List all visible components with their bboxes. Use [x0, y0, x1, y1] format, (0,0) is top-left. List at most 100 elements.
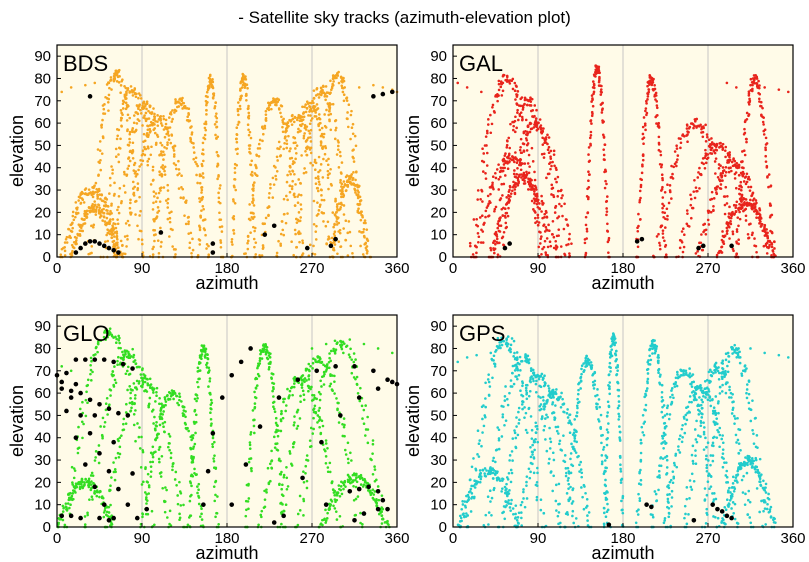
track-point [180, 174, 183, 177]
track-point [589, 144, 592, 147]
track-point [110, 202, 113, 206]
track-point [335, 220, 338, 223]
track-point [583, 238, 587, 241]
track-point [303, 105, 306, 109]
track-point [725, 226, 729, 230]
track-point [486, 123, 490, 126]
track-point [299, 181, 302, 185]
track-point [171, 465, 174, 468]
track-point [305, 458, 308, 462]
highlight-point [375, 386, 381, 391]
track-point [759, 220, 762, 223]
track-point [127, 157, 130, 160]
track-point [766, 231, 769, 235]
track-point [523, 103, 526, 106]
track-point [288, 450, 292, 453]
track-point [125, 119, 129, 122]
track-point [329, 182, 333, 186]
track-point [366, 249, 369, 253]
track-point [284, 503, 288, 507]
track-point [521, 108, 525, 111]
track-point [351, 177, 355, 180]
track-point [168, 442, 171, 445]
track-point [486, 204, 490, 207]
track-point [718, 186, 722, 190]
highlight-point [97, 515, 102, 521]
track-point [132, 423, 136, 427]
track-point [760, 223, 764, 226]
track-point [84, 478, 87, 481]
track-point [132, 192, 135, 196]
track-point [128, 223, 131, 227]
y-tick-label: 60 [430, 115, 447, 132]
track-point [655, 114, 659, 117]
track-point [497, 178, 501, 181]
track-point [131, 94, 135, 97]
track-point [536, 121, 539, 124]
track-point [655, 235, 659, 238]
track-point [111, 226, 115, 229]
track-point [98, 212, 102, 215]
track-point [321, 147, 324, 150]
track-point [153, 228, 157, 232]
track-point [337, 421, 341, 424]
highlight-point [210, 241, 216, 246]
track-point [207, 370, 211, 374]
track-point [159, 409, 162, 412]
track-point [174, 163, 178, 167]
highlight-point [125, 413, 131, 418]
track-point [98, 495, 101, 499]
track-point [162, 410, 165, 413]
track-point [542, 245, 546, 249]
track-point [117, 334, 120, 338]
highlight-point [281, 513, 286, 519]
track-point [264, 113, 268, 116]
highlight-point [338, 413, 343, 418]
track-point [249, 231, 252, 234]
track-point [371, 472, 375, 476]
track-point [161, 150, 165, 154]
track-point [165, 132, 168, 136]
track-point [145, 377, 149, 381]
track-point [743, 176, 747, 179]
track-point [371, 452, 374, 455]
track-point [113, 192, 116, 196]
track-point [236, 109, 240, 113]
track-point [138, 380, 141, 383]
track-point [688, 125, 692, 129]
track-point [696, 189, 699, 193]
track-point [554, 247, 558, 251]
track-point [495, 235, 499, 238]
highlight-point [59, 379, 65, 385]
track-point [94, 181, 98, 185]
track-point [720, 245, 723, 249]
track-point [284, 409, 287, 413]
track-point [197, 488, 200, 492]
track-point [496, 99, 499, 103]
track-point [169, 141, 173, 145]
track-point [486, 131, 489, 135]
track-point [373, 479, 377, 483]
track-point [277, 457, 281, 461]
track-point [528, 130, 532, 134]
track-point [308, 132, 312, 135]
track-point [267, 365, 271, 369]
track-point [700, 125, 704, 129]
track-point [108, 489, 111, 493]
track-point [744, 137, 748, 141]
track-point [559, 245, 563, 248]
track-point [767, 185, 770, 189]
track-point [727, 158, 730, 162]
panel-gal: 0 90 180 270 3600102030405060708090azimuthel… [403, 44, 806, 293]
track-point [491, 183, 494, 187]
track-point [588, 173, 591, 176]
track-point [195, 399, 198, 403]
track-point [694, 252, 698, 255]
track-point [725, 232, 729, 235]
track-point [317, 155, 321, 159]
track-point [752, 203, 756, 207]
track-point [206, 357, 209, 360]
track-point [252, 225, 255, 229]
track-point [91, 195, 95, 199]
track-point [343, 183, 347, 187]
